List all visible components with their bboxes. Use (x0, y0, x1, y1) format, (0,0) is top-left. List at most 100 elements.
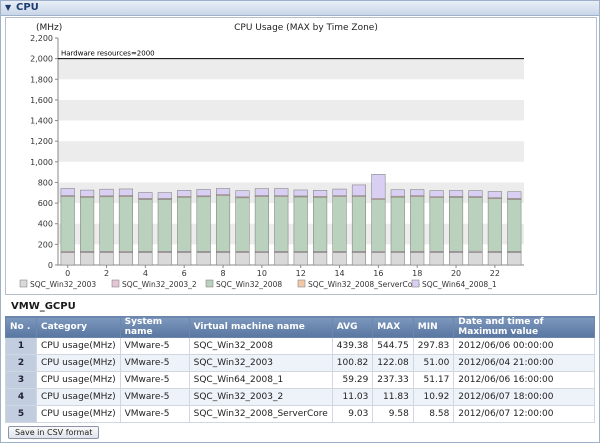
chart-title: CPU Usage (MAX by Time Zone) (234, 23, 378, 33)
vm-name-cell: SQC_Win32_2008_ServerCore (188, 405, 333, 423)
grid-band (58, 182, 524, 204)
bar-segment (371, 252, 386, 266)
col-header[interactable]: Virtual machine name (188, 316, 333, 338)
bar-segment (371, 199, 386, 252)
bar-segment (196, 252, 211, 266)
legend-label: SQC_Win64_2008_1 (422, 280, 497, 289)
panel-header[interactable]: ▼ CPU (1, 1, 599, 16)
y-tick-label: 400 (38, 220, 53, 229)
bar-segment (274, 188, 289, 197)
bar-segment (487, 252, 502, 266)
max-cell: 237.33 (372, 371, 414, 389)
bar-segment (196, 196, 211, 252)
bar-segment (351, 252, 367, 266)
bar-segment (351, 184, 367, 197)
system-name-cell: VMware-5 (119, 354, 190, 372)
x-tick-label: 10 (257, 269, 267, 278)
col-header[interactable]: MAX (372, 316, 414, 338)
max-cell: 9.58 (372, 405, 414, 423)
table-row[interactable]: 2 CPU usage(MHz) VMware-5 SQC_Win32_2003… (5, 354, 595, 372)
y-tick-label: 1,000 (30, 158, 53, 167)
col-header[interactable]: No . (5, 316, 37, 338)
system-name-cell: VMware-5 (119, 388, 190, 406)
category-cell: CPU usage(MHz) (36, 337, 121, 355)
bar-segment (99, 188, 114, 197)
bar-segment (138, 252, 153, 266)
y-tick-label: 2,000 (30, 55, 53, 64)
x-tick-label: 18 (412, 269, 422, 278)
x-tick-label: 20 (451, 269, 461, 278)
bar-segment (293, 196, 308, 252)
grid-band (58, 223, 524, 245)
system-name-cell: VMware-5 (119, 371, 190, 389)
table-row[interactable]: 5 CPU usage(MHz) VMware-5 SQC_Win32_2008… (5, 405, 595, 423)
bar-segment (468, 190, 483, 197)
bar-segment (177, 252, 192, 266)
grid-band (58, 141, 524, 162)
y-tick-label: 1,600 (30, 96, 53, 105)
row-number: 5 (5, 405, 37, 423)
table-row[interactable]: 4 CPU usage(MHz) VMware-5 SQC_Win32_2003… (5, 388, 595, 406)
bar-segment (215, 188, 231, 195)
bar-segment (215, 252, 231, 266)
legend-swatch (411, 279, 420, 288)
x-tick-label: 14 (334, 269, 344, 278)
x-tick-label: 6 (182, 269, 187, 278)
y-tick-label: 600 (38, 199, 53, 208)
avg-cell: 9.03 (331, 405, 374, 423)
bar-segment (371, 174, 386, 200)
x-tick-label: 8 (220, 269, 225, 278)
bar-segment (410, 189, 425, 197)
col-header[interactable]: Date and time of Maximum value (453, 316, 595, 338)
bar-segment (157, 252, 172, 266)
bar-segment (138, 199, 153, 252)
max-datetime-cell: 2012/06/06 16:00:00 (453, 371, 595, 389)
x-tick-label: 4 (143, 269, 148, 278)
row-number: 3 (5, 371, 37, 389)
legend-label: SQC_Win32_2003_2 (122, 280, 197, 289)
table-row[interactable]: 3 CPU usage(MHz) VMware-5 SQC_Win64_2008… (5, 371, 595, 389)
triangle-down-icon[interactable]: ▼ (5, 3, 12, 12)
chart-svg: 02004006008001,0001,2001,4001,6001,8002,… (19, 23, 524, 289)
max-cell: 544.75 (372, 337, 414, 355)
grid-band (58, 99, 524, 121)
legend-swatch (111, 279, 120, 288)
category-cell: CPU usage(MHz) (36, 388, 121, 406)
bar-segment (390, 196, 405, 252)
panel-title: CPU (16, 2, 39, 13)
save-csv-button[interactable]: Save in CSV format (8, 426, 100, 439)
x-tick-label: 2 (104, 269, 109, 278)
y-tick-label: 200 (38, 240, 53, 249)
bar-segment (235, 190, 250, 198)
table-header-row: No . Category System name Virtual machin… (5, 316, 595, 338)
bar-segment (332, 252, 347, 266)
col-header[interactable]: MIN (412, 316, 455, 338)
bar-segment (138, 192, 153, 199)
avg-cell: 11.03 (331, 388, 374, 406)
col-header[interactable]: AVG (331, 316, 374, 338)
table-row[interactable]: 1 CPU usage(MHz) VMware-5 SQC_Win32_2008… (5, 337, 595, 355)
bar-segment (507, 199, 522, 252)
bar-segment (60, 252, 75, 266)
bar-segment (507, 191, 522, 199)
y-tick-label: 1,800 (30, 75, 53, 84)
bar-segment (99, 252, 114, 266)
section-title: VMW_GCPU (11, 301, 76, 312)
vm-name-cell: SQC_Win32_2003_2 (188, 388, 333, 406)
col-header[interactable]: Category (36, 316, 121, 338)
min-cell: 51.00 (412, 354, 455, 372)
bar-segment (60, 196, 75, 252)
bar-segment (254, 196, 269, 252)
bar-segment (429, 197, 444, 252)
system-name-cell: VMware-5 (119, 405, 190, 423)
bar-segment (390, 252, 405, 266)
bar-segment (80, 196, 95, 252)
col-header[interactable]: System name (119, 316, 190, 338)
bar-segment (410, 252, 425, 266)
y-tick-label: 2,200 (30, 34, 53, 43)
bar-segment (313, 252, 328, 266)
max-datetime-cell: 2012/06/07 12:00:00 (453, 405, 595, 423)
bar-segment (235, 252, 250, 266)
bar-segment (448, 190, 464, 197)
avg-cell: 100.82 (331, 354, 374, 372)
